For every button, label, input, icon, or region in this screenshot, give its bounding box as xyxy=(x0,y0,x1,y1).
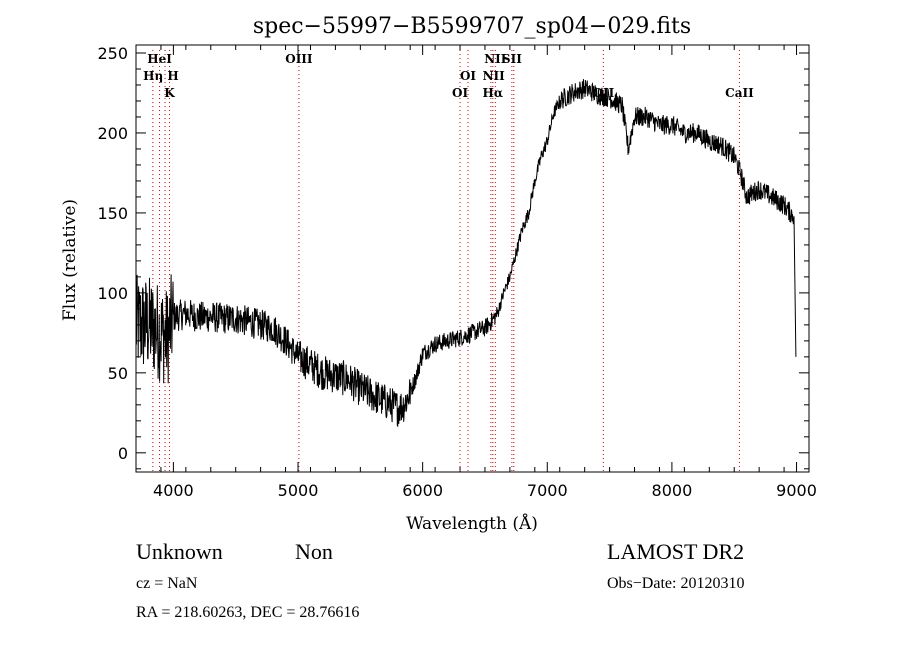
spectrum-line xyxy=(135,79,797,428)
x-tick-label: 5000 xyxy=(278,481,319,500)
x-tick-label: 9000 xyxy=(776,481,817,500)
y-tick-label: 200 xyxy=(97,124,128,143)
line-marker-label: Hη H xyxy=(143,69,179,83)
line-marker-label: SII xyxy=(502,52,522,66)
chart-title: spec−55997−B5599707_sp04−029.fits xyxy=(253,14,691,39)
line-marker-label: OIII xyxy=(285,52,313,66)
redshift-cz: cz = NaN xyxy=(136,575,198,592)
spectrum-series xyxy=(135,79,797,428)
line-marker-label: NII xyxy=(484,52,507,66)
y-tick-label: 250 xyxy=(97,44,128,63)
line-marker-label: NII xyxy=(483,69,506,83)
y-tick-label: 100 xyxy=(97,284,128,303)
x-tick-label: 8000 xyxy=(652,481,693,500)
x-tick-label: 6000 xyxy=(402,481,443,500)
line-marker-label: OI xyxy=(460,69,476,83)
line-marker-label: OI xyxy=(452,86,468,100)
survey-name: LAMOST DR2 xyxy=(607,539,745,564)
y-tick-label: 50 xyxy=(108,364,128,383)
line-marker-label: HeI xyxy=(147,52,172,66)
ra-dec-coordinates: RA = 218.60263, DEC = 28.76616 xyxy=(136,604,360,621)
x-tick-label: 4000 xyxy=(153,481,194,500)
line-marker-label: Hα xyxy=(483,86,504,100)
y-axis-label: Flux (relative) xyxy=(60,199,80,321)
y-tick-label: 0 xyxy=(118,444,128,463)
object-subclass: Non xyxy=(295,539,333,564)
x-axis-label: Wavelength (Å) xyxy=(406,513,538,534)
line-marker-label: CaII xyxy=(725,86,754,100)
emission-line-markers xyxy=(152,50,740,472)
object-class: Unknown xyxy=(136,539,223,564)
y-tick-label: 150 xyxy=(97,204,128,223)
observation-date: Obs−Date: 20120310 xyxy=(607,575,745,592)
x-tick-label: 7000 xyxy=(527,481,568,500)
line-marker-label: K xyxy=(164,86,175,100)
plot-frame xyxy=(135,44,810,473)
axis-ticks: 4000 5000 6000 7000 8000 9000 0 50 100 150 200 250 xyxy=(97,44,816,500)
